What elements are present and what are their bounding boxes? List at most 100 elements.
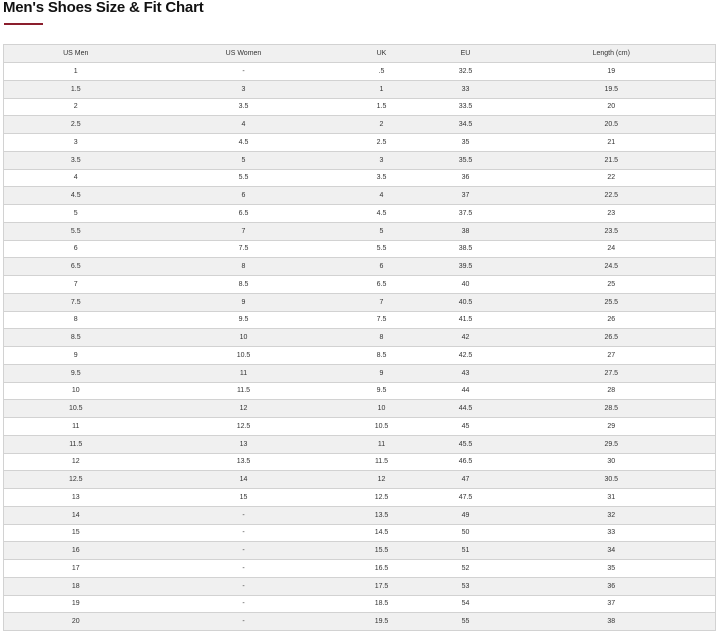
cell-uk: 5.5 (339, 239, 424, 259)
cell-us-men: 8 (3, 310, 148, 330)
cell-us-women: 13 (147, 434, 340, 454)
cell-us-men: 12 (3, 452, 148, 472)
table-row: 4.5 6 4 37 22.5 (3, 186, 716, 205)
cell-uk: 4.5 (339, 204, 424, 223)
cell-us-women: - (147, 559, 340, 578)
cell-length: 27.5 (507, 363, 716, 383)
cell-us-women: 11.5 (147, 381, 340, 401)
cell-length: 35 (507, 559, 716, 578)
page-title: Men's Shoes Size & Fit Chart (3, 0, 204, 16)
cell-us-men: 1.5 (3, 79, 148, 99)
cell-length: 36 (507, 576, 716, 596)
size-chart-table: US Men US Women UK EU Length (cm) 1- .5 32… (3, 44, 716, 631)
cell-us-men: 7 (3, 275, 148, 294)
cell-us-men: 6.5 (3, 257, 148, 276)
cell-us-women: - (147, 541, 340, 560)
cell-eu: 39.5 (423, 257, 508, 276)
cell-uk: 2 (339, 115, 424, 134)
cell-length: 23.5 (507, 221, 716, 241)
cell-uk: 18.5 (339, 594, 424, 614)
table-row: 7.5 9 7 40.5 25.5 (3, 292, 716, 312)
table-header-row: US Men US Women UK EU Length (cm) (3, 44, 716, 63)
cell-length: 26.5 (507, 328, 716, 347)
cell-us-men: 18 (3, 576, 148, 596)
table-row: 4 5.5 3.5 36 22 (3, 168, 716, 188)
cell-eu: 42.5 (423, 346, 508, 365)
table-row: 15-14.5 50 33 (3, 523, 716, 543)
cell-length: 25 (507, 275, 716, 294)
cell-eu: 54 (423, 594, 508, 614)
cell-eu: 45 (423, 417, 508, 436)
cell-length: 30 (507, 452, 716, 472)
cell-us-men: 3 (3, 133, 148, 152)
cell-eu: 53 (423, 576, 508, 596)
cell-length: 22 (507, 168, 716, 188)
table-row: 16-15.5 51 34 (3, 541, 716, 560)
cell-length: 38 (507, 612, 716, 631)
table-row: 3 4.5 2.5 35 21 (3, 133, 716, 152)
table-row: 12 13.5 11.5 46.5 30 (3, 452, 716, 472)
cell-us-men: 8.5 (3, 328, 148, 347)
cell-uk: 8 (339, 328, 424, 347)
cell-length: 37 (507, 594, 716, 614)
cell-eu: 32.5 (423, 62, 508, 81)
cell-length: 19 (507, 62, 716, 81)
cell-eu: 34.5 (423, 115, 508, 134)
cell-uk: .5 (339, 62, 424, 81)
table-row: 11 12.5 10.5 45 29 (3, 417, 716, 436)
cell-length: 22.5 (507, 186, 716, 205)
cell-us-men: 15 (3, 523, 148, 543)
header-length: Length (cm) (507, 44, 716, 63)
cell-us-men: 6 (3, 239, 148, 259)
table-row: 6.5 8 6 39.5 24.5 (3, 257, 716, 276)
cell-us-women: 9 (147, 292, 340, 312)
table-row: 12.5 14 12 47 30.5 (3, 470, 716, 489)
cell-us-women: 6 (147, 186, 340, 205)
cell-uk: 12.5 (339, 488, 424, 507)
cell-uk: 5 (339, 221, 424, 241)
cell-us-women: 9.5 (147, 310, 340, 330)
table-row: 6 7.5 5.5 38.5 24 (3, 239, 716, 259)
header-uk: UK (339, 44, 424, 63)
cell-length: 23 (507, 204, 716, 223)
cell-uk: 1 (339, 79, 424, 99)
cell-length: 32 (507, 505, 716, 525)
cell-us-men: 5.5 (3, 221, 148, 241)
table-row: 10 11.5 9.5 44 28 (3, 381, 716, 401)
cell-us-women: - (147, 523, 340, 543)
cell-us-women: 4 (147, 115, 340, 134)
cell-eu: 55 (423, 612, 508, 631)
table-row: 11.5 13 11 45.5 29.5 (3, 434, 716, 454)
cell-us-women: 4.5 (147, 133, 340, 152)
cell-uk: 2.5 (339, 133, 424, 152)
table-row: 9.5 11 9 43 27.5 (3, 363, 716, 383)
cell-length: 24 (507, 239, 716, 259)
cell-uk: 10.5 (339, 417, 424, 436)
cell-uk: 11 (339, 434, 424, 454)
cell-us-women: 12 (147, 399, 340, 418)
cell-eu: 46.5 (423, 452, 508, 472)
cell-us-women: 3 (147, 79, 340, 99)
cell-uk: 8.5 (339, 346, 424, 365)
cell-length: 28.5 (507, 399, 716, 418)
cell-us-women: 10.5 (147, 346, 340, 365)
cell-us-women: 6.5 (147, 204, 340, 223)
cell-us-men: 3.5 (3, 150, 148, 170)
cell-length: 28 (507, 381, 716, 401)
cell-length: 31 (507, 488, 716, 507)
cell-uk: 12 (339, 470, 424, 489)
table-row: 13 15 12.5 47.5 31 (3, 488, 716, 507)
cell-uk: 6.5 (339, 275, 424, 294)
cell-uk: 1.5 (339, 97, 424, 117)
cell-uk: 9.5 (339, 381, 424, 401)
cell-us-women: - (147, 62, 340, 81)
header-eu: EU (423, 44, 508, 63)
table-row: 17-16.5 52 35 (3, 559, 716, 578)
cell-eu: 37 (423, 186, 508, 205)
cell-us-men: 14 (3, 505, 148, 525)
cell-us-women: - (147, 594, 340, 614)
cell-length: 34 (507, 541, 716, 560)
cell-us-women: 12.5 (147, 417, 340, 436)
table-row: 2 3.5 1.5 33.5 20 (3, 97, 716, 117)
cell-us-men: 1 (3, 62, 148, 81)
